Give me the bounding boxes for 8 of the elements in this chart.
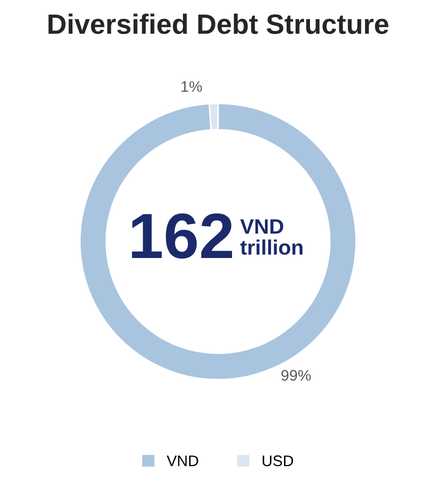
legend-label: VND <box>166 456 198 466</box>
donut-slice <box>79 102 357 380</box>
text: VND trillion <box>240 219 302 255</box>
text: 162 <box>132 213 232 259</box>
data-label: 1% <box>182 81 202 92</box>
data-label: 99% <box>281 370 311 381</box>
chart-title: Diversified Debt Structure <box>48 14 388 34</box>
legend-label: USD <box>262 455 294 466</box>
